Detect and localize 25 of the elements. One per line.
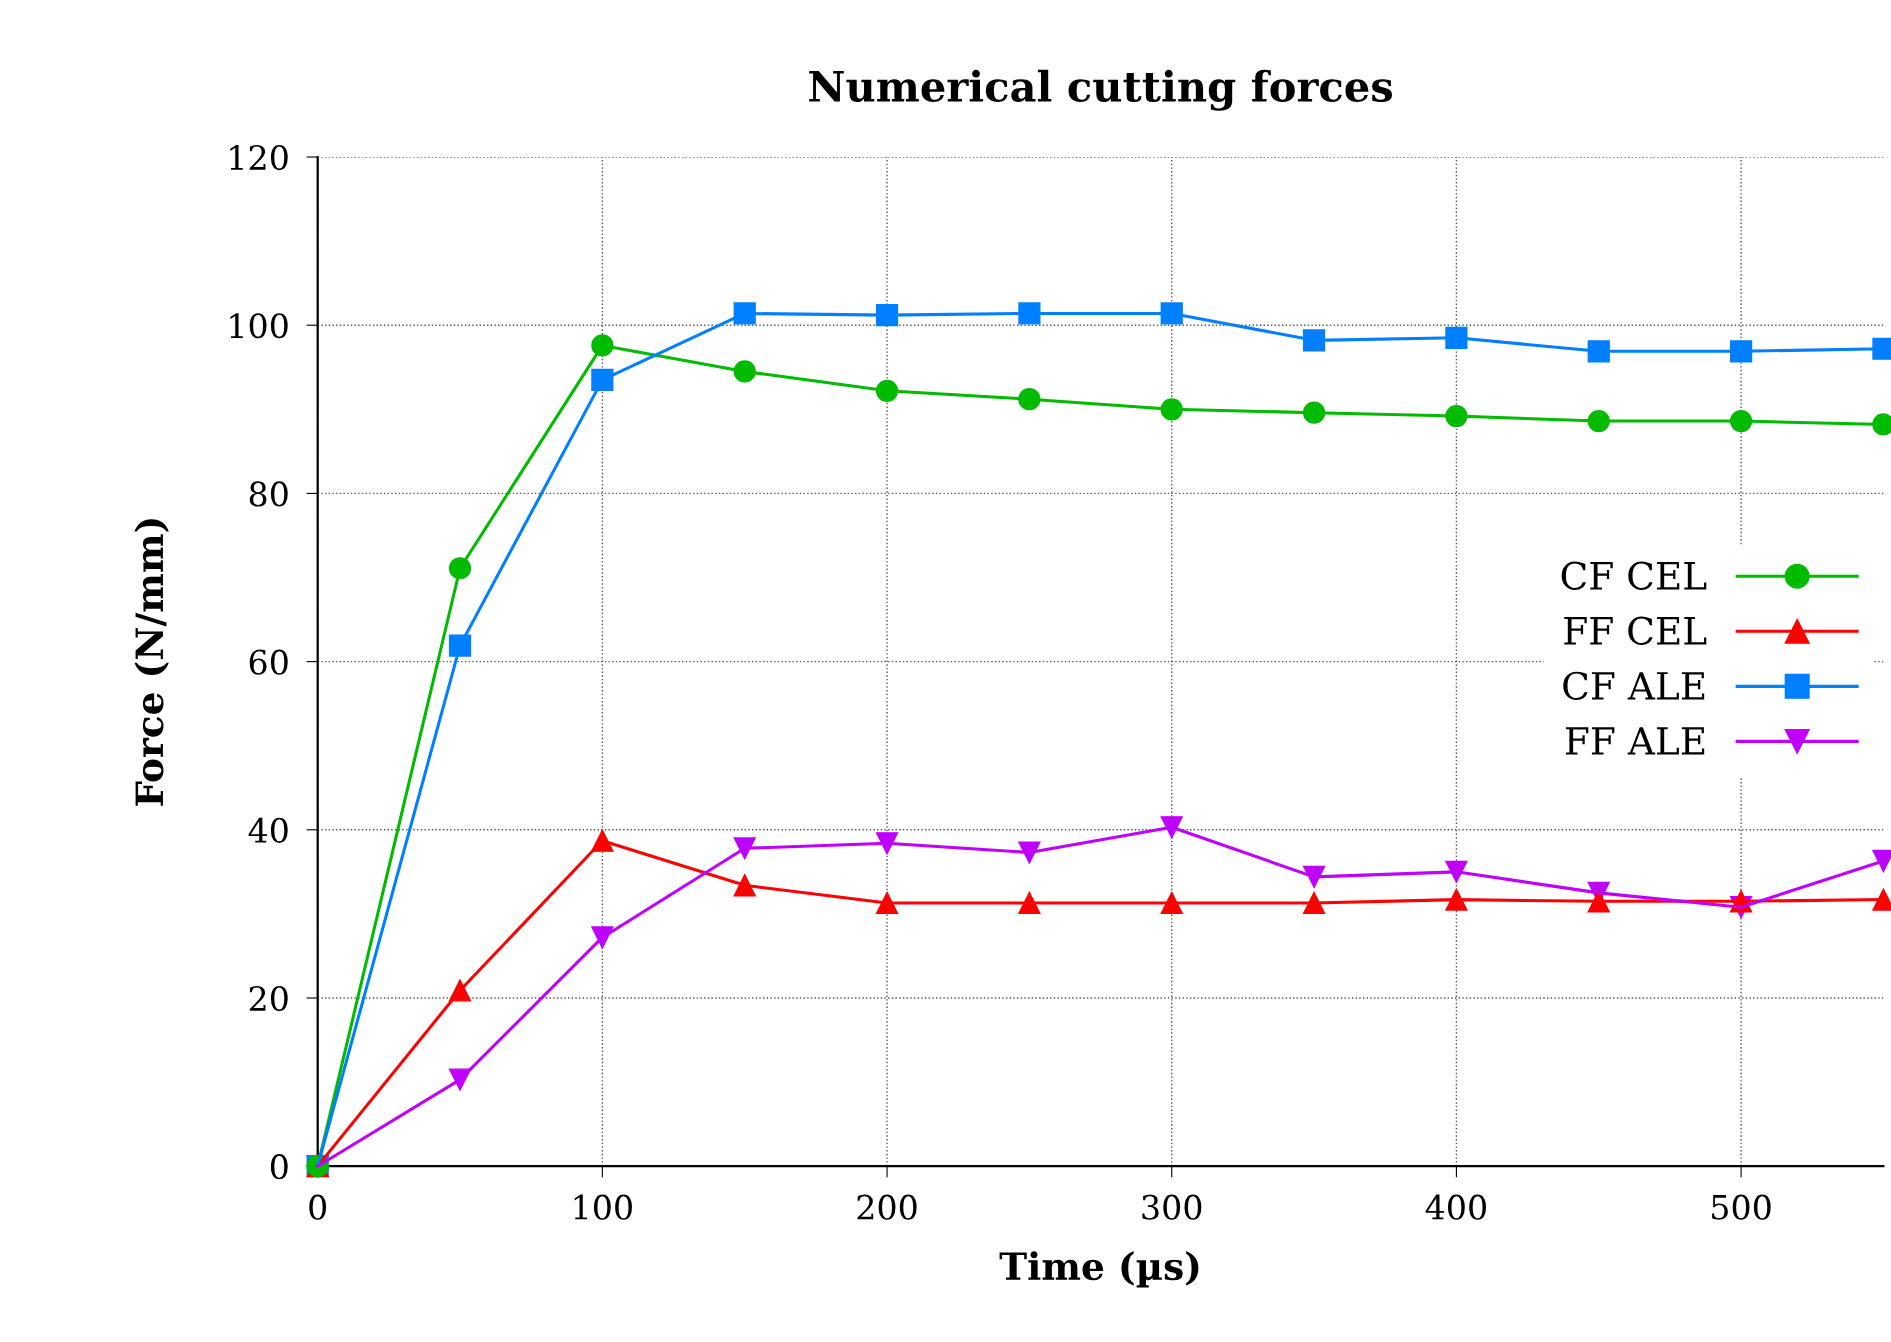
legend-label: CF CEL <box>1561 561 1707 590</box>
x-tick-label: 200 <box>857 1194 917 1220</box>
legend-label: CF ALE <box>1563 671 1705 701</box>
legend-label: FF ALE <box>1565 727 1705 755</box>
chart-title: Numerical cutting forces <box>809 69 1393 111</box>
point <box>1160 816 1183 839</box>
point <box>1445 888 1468 911</box>
y-tick-label: 40 <box>248 817 288 843</box>
x-tick-label: 500 <box>1712 1194 1771 1220</box>
y-tick-label: 20 <box>249 985 288 1012</box>
y-axis-title: Force (N/mm) <box>134 519 169 806</box>
y-tick-label: 60 <box>249 649 288 675</box>
x-tick-label: 300 <box>1142 1194 1202 1220</box>
y-tick-label: 120 <box>230 144 288 171</box>
x-tick-label: 0 <box>309 1194 327 1220</box>
y-tick-label: 80 <box>249 481 288 507</box>
x-tick-label: 400 <box>1425 1194 1487 1220</box>
legend-label: FF CEL <box>1564 616 1707 645</box>
x-tick-label: 100 <box>574 1194 632 1220</box>
point <box>1018 302 1041 325</box>
x-axis-title: Time (µs) <box>999 1251 1199 1288</box>
point <box>1018 841 1041 864</box>
y-tick-label: 100 <box>230 313 288 339</box>
point <box>733 837 756 860</box>
y-tick-label: 0 <box>270 1154 288 1180</box>
